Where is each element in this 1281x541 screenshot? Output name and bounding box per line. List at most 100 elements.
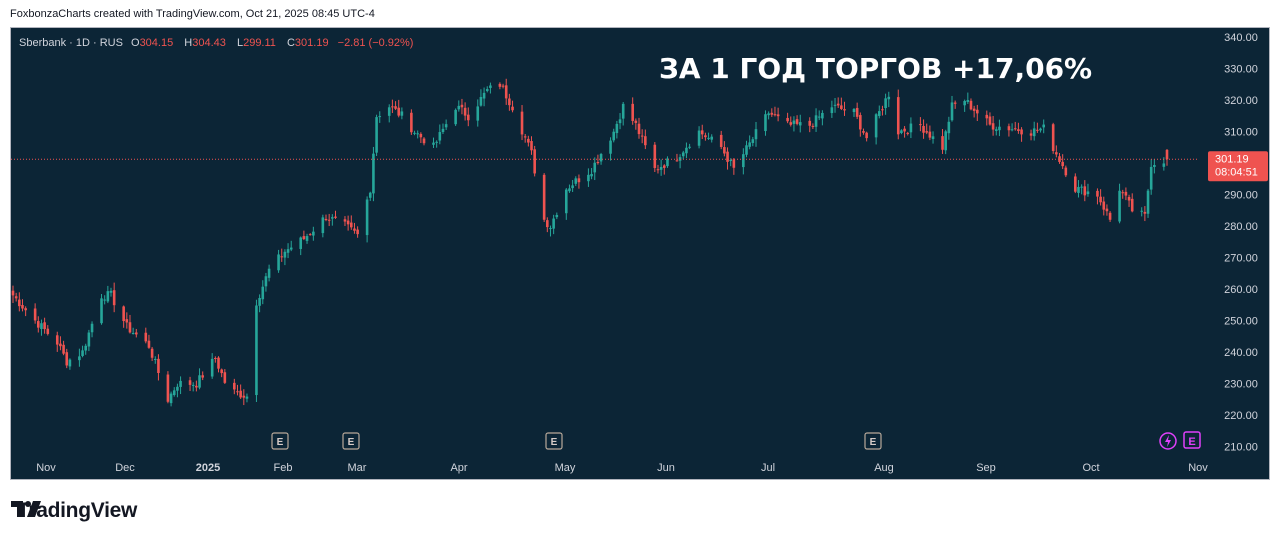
candle (372, 146, 375, 202)
candle-body (811, 125, 815, 127)
candle (391, 99, 394, 114)
candle-body (903, 128, 906, 132)
candle (21, 299, 24, 312)
candle (631, 97, 634, 125)
candle-body (90, 323, 94, 333)
time-axis[interactable]: Nov Dec 2025 Feb Mar Apr May Jun Jul Aug Sep Oct Nov (36, 462, 1208, 474)
candle-body (286, 249, 290, 253)
candle (697, 126, 701, 149)
candle-body (704, 135, 707, 138)
legend-low-value: 299.11 (243, 37, 276, 49)
candle (568, 184, 571, 193)
candle-body (432, 142, 435, 145)
price-axis-tick: 330.00 (1224, 64, 1258, 76)
candle (331, 214, 334, 226)
candle-body (988, 116, 992, 125)
candle-body (530, 141, 533, 151)
candle (191, 382, 195, 392)
candle (176, 383, 179, 398)
last-price-value: 301.19 (1215, 153, 1249, 165)
time-axis-tick: May (555, 462, 576, 474)
last-price-countdown: 08:04:51 (1215, 166, 1258, 178)
price-axis[interactable]: 340.00330.00320.00310.00300.00290.00280.… (1224, 32, 1258, 454)
svg-text:E: E (277, 437, 284, 448)
candles-group (11, 78, 1169, 407)
candle-body (267, 268, 271, 278)
candle-body (950, 102, 954, 121)
candle-body (353, 228, 356, 231)
candle-body (454, 109, 457, 125)
candle-body (764, 114, 767, 132)
candle (900, 129, 903, 135)
candle (264, 272, 268, 292)
candle-body (422, 138, 426, 144)
candle-body (236, 391, 239, 393)
candle-body (147, 340, 151, 348)
candlestick-chart[interactable]: Sberbank · 1D · RUS O304.15 H304.43 L299… (11, 28, 1269, 479)
candle-body (941, 136, 944, 150)
candle (68, 358, 72, 370)
candle-body (172, 390, 176, 396)
candle-body (906, 132, 910, 134)
candle-body (1055, 152, 1058, 155)
candle (78, 348, 81, 367)
candle (435, 140, 438, 148)
candle (346, 215, 350, 231)
candle (482, 87, 486, 107)
earnings-upcoming-icon[interactable]: E (1183, 431, 1201, 449)
legend-open-value: 304.15 (140, 37, 174, 49)
candle-body (125, 319, 129, 323)
candle (874, 113, 878, 145)
earnings-marker[interactable]: E (545, 432, 563, 450)
candle-body (153, 358, 157, 360)
legend-symbol[interactable]: Sberbank · 1D · RUS (19, 37, 123, 49)
candle (1143, 206, 1147, 222)
time-axis-tick: Sep (976, 462, 996, 474)
candle-body (410, 112, 413, 133)
candle-body (308, 234, 312, 236)
candle (612, 128, 616, 143)
candle-body (416, 133, 419, 135)
candle (1124, 187, 1128, 201)
candle-body (865, 132, 868, 139)
candle-body (843, 109, 846, 111)
candle (855, 102, 859, 120)
candle (520, 105, 524, 141)
candle (776, 107, 780, 122)
chart-panel[interactable]: Sberbank · 1D · RUS O304.15 H304.43 L299… (10, 27, 1270, 480)
candle (324, 214, 328, 222)
price-axis-tick: 320.00 (1224, 95, 1258, 107)
candle-body (100, 298, 103, 324)
candle-body (387, 107, 391, 116)
candle (542, 173, 546, 222)
legend-change: −2.81 (−0.92%) (338, 37, 414, 49)
candle (169, 391, 173, 407)
candle (1039, 127, 1042, 133)
tradingview-logo[interactable]: TradingView (11, 499, 137, 523)
candle (988, 112, 992, 126)
earnings-marker[interactable]: E (864, 432, 882, 450)
candle-body (195, 385, 198, 388)
candle-body (707, 137, 710, 139)
candle-body (552, 218, 555, 229)
candle-body (498, 83, 502, 87)
candle (144, 327, 148, 344)
candle (1074, 173, 1077, 194)
candle (432, 137, 435, 149)
candle (985, 110, 989, 126)
candle (106, 285, 110, 304)
candle (533, 145, 536, 177)
lightning-icon[interactable] (1159, 432, 1177, 450)
candle-body (944, 131, 947, 151)
candle (255, 299, 258, 402)
candle (666, 156, 669, 168)
earnings-marker[interactable]: E (271, 432, 289, 450)
candle-body (264, 276, 268, 287)
candle (903, 126, 906, 138)
candle (280, 248, 284, 262)
candle-body (166, 374, 170, 402)
candle (577, 174, 581, 189)
candle-body (368, 192, 372, 198)
earnings-marker[interactable]: E (342, 432, 360, 450)
